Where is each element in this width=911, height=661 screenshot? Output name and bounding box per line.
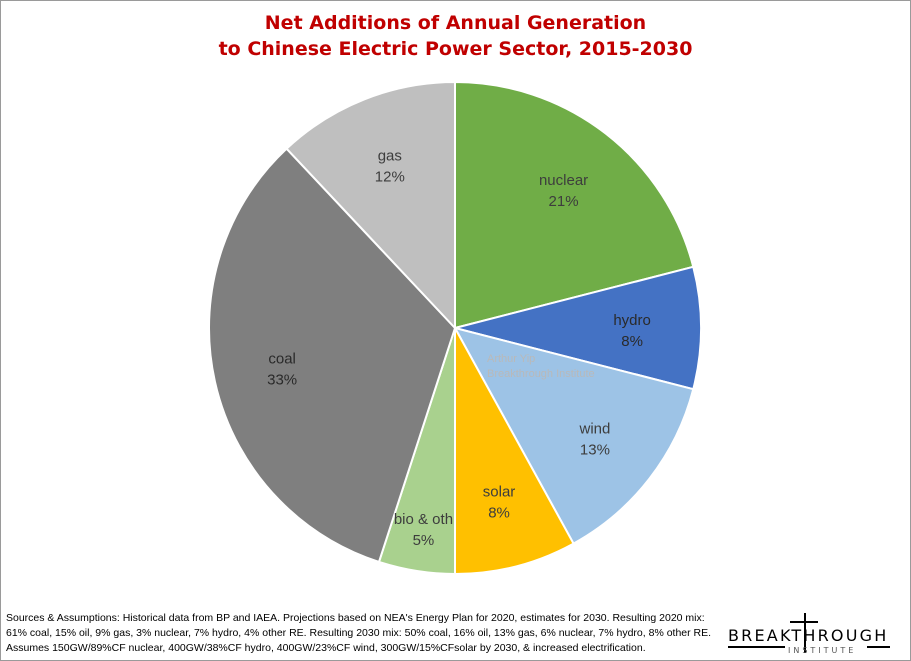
pie-labels: nuclear 21% hydro 8% wind 13% solar 8% bio & oth… <box>267 147 651 549</box>
slice-label-wind: wind <box>579 421 611 438</box>
watermark-line-1: Arthur Yip <box>487 353 535 365</box>
logo-underline-right <box>867 646 890 648</box>
slice-label-solar: solar <box>483 484 516 501</box>
sources-footnote: Sources & Assumptions: Historical data f… <box>6 612 712 654</box>
chart-title-line-1: Net Additions of Annual Generation <box>264 12 647 34</box>
pie-slices <box>208 80 702 576</box>
slice-value-bio-oth: 5% <box>413 532 435 549</box>
watermark-line-2: Breakthrough Institute <box>487 368 595 380</box>
slice-value-nuclear: 21% <box>549 193 579 210</box>
breakthrough-logo: BREAKTHROUGH INSTITUTE <box>728 612 898 656</box>
pie-slice-gas <box>285 80 456 331</box>
slice-value-gas: 12% <box>375 168 405 185</box>
slice-value-solar: 8% <box>488 505 510 522</box>
chart-title: Net Additions of Annual Generation to Ch… <box>0 10 911 62</box>
logo-underline-left <box>728 646 785 648</box>
slice-value-hydro: 8% <box>621 333 643 350</box>
slice-value-wind: 13% <box>580 442 610 459</box>
slice-label-coal: coal <box>268 351 296 368</box>
chart-title-line-2: to Chinese Electric Power Sector, 2015-2… <box>218 38 693 60</box>
slice-label-bio-oth: bio & oth <box>394 511 453 528</box>
slice-label-nuclear: nuclear <box>539 172 588 189</box>
pie-slice-wind <box>453 326 695 545</box>
logo-subtitle: INSTITUTE <box>788 646 857 655</box>
slice-label-gas: gas <box>378 147 402 164</box>
logo-wordmark: BREAKTHROUGH <box>728 626 889 645</box>
pie-slice-nuclear <box>454 80 695 330</box>
slice-value-coal: 33% <box>267 372 297 389</box>
pie-slice-solar <box>454 327 575 576</box>
pie-slice-hydro <box>454 265 702 391</box>
logo-t-stem <box>804 613 806 653</box>
slice-label-hydro: hydro <box>613 312 651 329</box>
pie-slice-coal <box>208 147 457 564</box>
